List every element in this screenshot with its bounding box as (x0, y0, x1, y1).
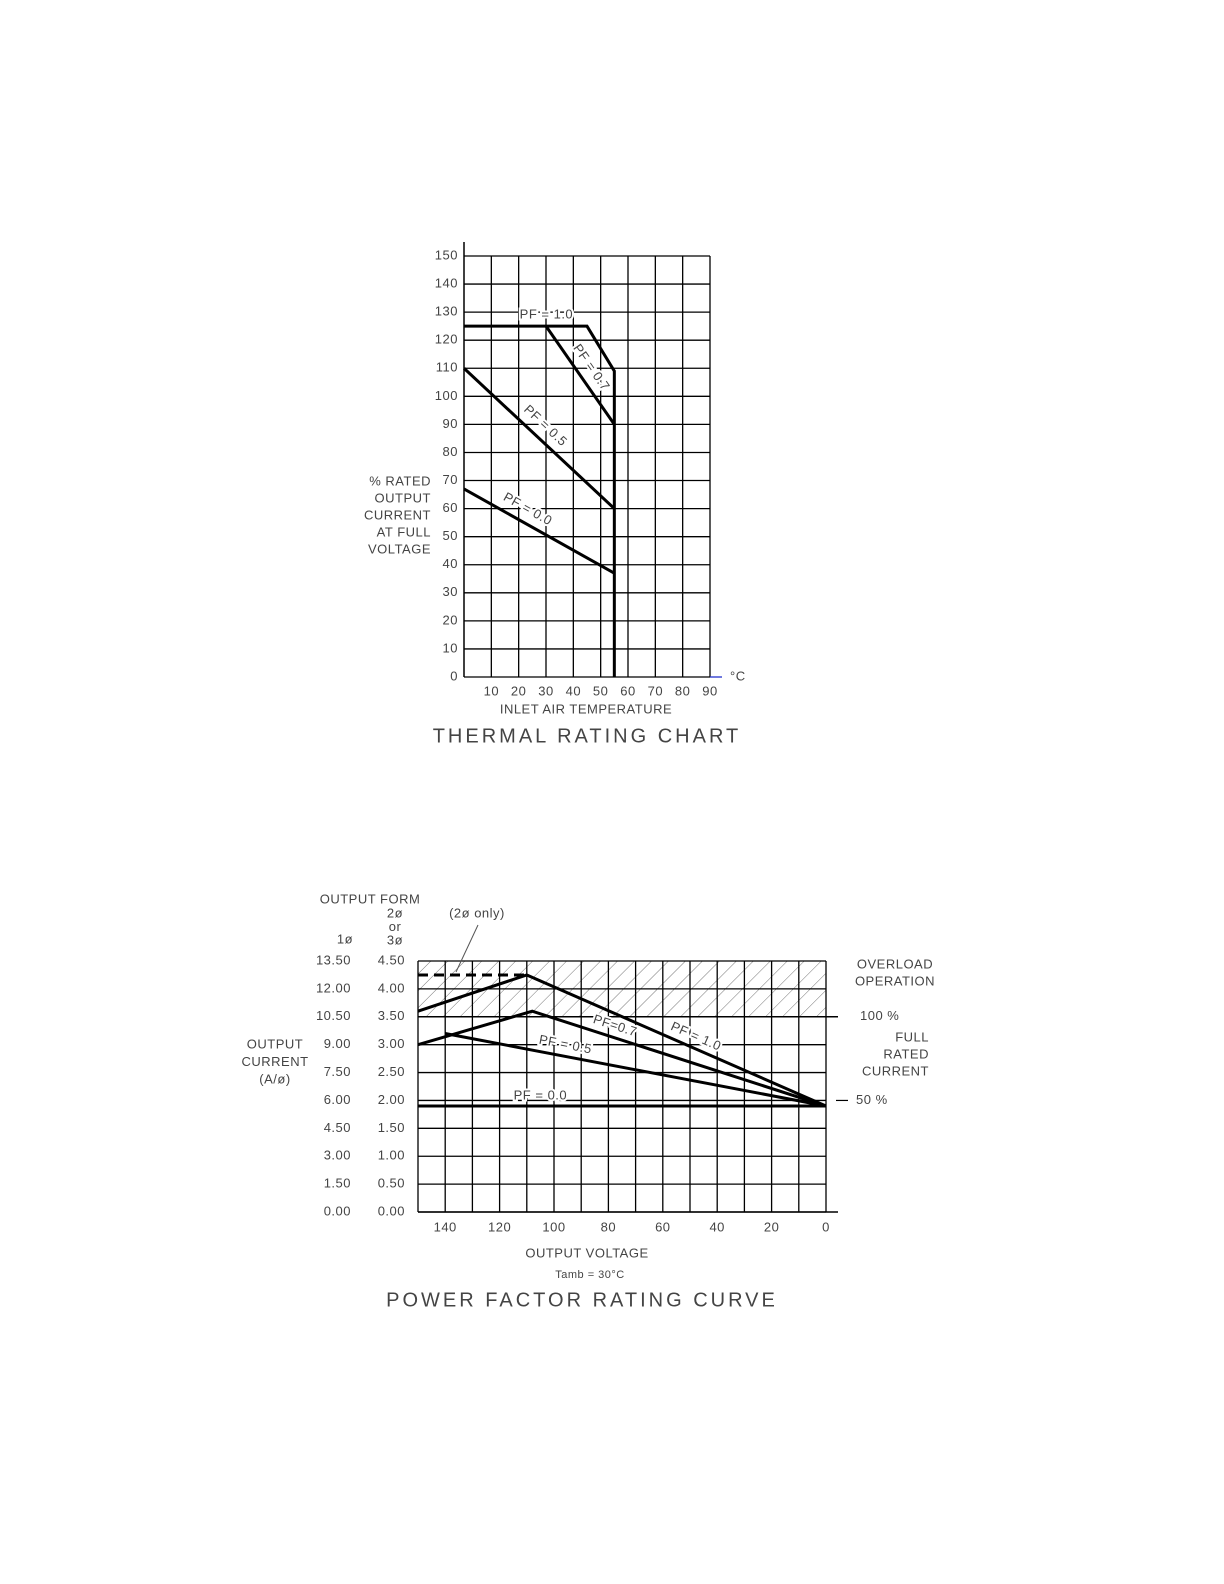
y-tick-label: 20 (443, 612, 458, 627)
y-axis-label: CURRENT (241, 1054, 308, 1069)
y-axis-label: % RATED (369, 473, 431, 488)
overload-label: OVERLOAD (857, 956, 933, 971)
x-tick-label: 80 (601, 1219, 616, 1234)
y2-tick-label: 12.00 (316, 980, 351, 995)
y-tick-label: 3.00 (378, 1036, 405, 1051)
x-tick-label: 80 (675, 683, 690, 698)
output-form-label: OUTPUT FORM (320, 891, 421, 906)
y-tick-label: 2.00 (378, 1092, 405, 1107)
series-line (464, 324, 616, 677)
series-label: PF = 1.0 (520, 307, 574, 322)
y-tick-label: 130 (435, 304, 458, 319)
y-tick-label: 0 (450, 668, 458, 683)
series-line (417, 1009, 827, 1108)
y-axis-label: (A/ø) (259, 1071, 290, 1086)
y-tick-label: 1.00 (378, 1148, 405, 1163)
y2-tick-label: 1.50 (324, 1176, 351, 1191)
y2-tick-label: 7.50 (324, 1064, 351, 1079)
y-axis-label: VOLTAGE (368, 541, 431, 556)
y-tick-label: 40 (443, 556, 458, 571)
y-tick-label: 0.00 (378, 1203, 405, 1218)
x-unit: °C (730, 668, 746, 683)
series-line (444, 1032, 827, 1108)
x-tick-label: 20 (511, 683, 526, 698)
full-rated-label: RATED (883, 1046, 929, 1061)
y2-tick-label: 10.50 (316, 1008, 351, 1023)
y-tick-label: 10 (443, 640, 458, 655)
y2-tick-label: 6.00 (324, 1092, 351, 1107)
x-tick-label: 10 (484, 683, 499, 698)
y2-tick-label: 3.00 (324, 1148, 351, 1163)
series-line (462, 367, 616, 510)
y-tick-label: 4.50 (378, 952, 405, 967)
y2-tick-label: 13.50 (316, 952, 351, 967)
y2-tick-label: 4.50 (324, 1120, 351, 1135)
leader-line (455, 924, 479, 973)
x-tick-label: 90 (702, 683, 717, 698)
x-axis-label: INLET AIR TEMPERATURE (500, 701, 672, 716)
y-axis-name: or (389, 919, 402, 934)
x-tick-label: 40 (709, 1219, 724, 1234)
y-axis-label: OUTPUT (247, 1036, 303, 1051)
x-tick-label: 30 (538, 683, 553, 698)
y-tick-label: 90 (443, 416, 458, 431)
full-rated-label: FULL (895, 1029, 929, 1044)
chart-title: THERMAL RATING CHART (433, 725, 742, 747)
y-tick-label: 150 (435, 247, 458, 262)
full-rated-label: CURRENT (862, 1063, 929, 1078)
series-line (417, 973, 827, 1108)
y-axis-label: CURRENT (364, 507, 431, 522)
y-axis-name: 3ø (387, 932, 403, 947)
y2-tick-label: 9.00 (324, 1036, 351, 1051)
y2-axis-name: 1ø (337, 931, 353, 946)
x-tick-label: 60 (620, 683, 635, 698)
y-axis-name: 2ø (387, 905, 403, 920)
y-tick-label: 140 (435, 276, 458, 291)
series-line (544, 325, 616, 426)
x-tick-label: 50 (593, 683, 608, 698)
x-tick-label: 70 (648, 683, 663, 698)
y-tick-label: 30 (443, 584, 458, 599)
x-tick-label: 40 (566, 683, 581, 698)
y-tick-label: 0.50 (378, 1176, 405, 1191)
x-tick-label: 60 (655, 1219, 670, 1234)
x-tick-label: 120 (488, 1219, 511, 1234)
chart-title: POWER FACTOR RATING CURVE (386, 1289, 778, 1311)
y-tick-label: 70 (443, 472, 458, 487)
x-axis-label: OUTPUT VOLTAGE (525, 1245, 648, 1260)
y-tick-label: 80 (443, 444, 458, 459)
y-tick-label: 50 (443, 528, 458, 543)
series-label: PF = 0.0 (514, 1087, 568, 1102)
y-tick-label: 2.50 (378, 1064, 405, 1079)
y-tick-label: 60 (443, 500, 458, 515)
y-tick-label: 100 (435, 388, 458, 403)
reference-label: 100 % (860, 1008, 899, 1023)
y-tick-label: 1.50 (378, 1120, 405, 1135)
y-axis-label: OUTPUT (375, 490, 431, 505)
x-tick-label: 20 (764, 1219, 779, 1234)
x-tick-label: 100 (542, 1219, 565, 1234)
series-label: (2ø only) (449, 905, 505, 920)
y-tick-label: 110 (436, 360, 458, 375)
x-tick-label: 140 (434, 1219, 457, 1234)
y-tick-label: 3.50 (378, 1008, 405, 1023)
overload-label: OPERATION (855, 973, 935, 988)
y-tick-label: 4.00 (378, 980, 405, 995)
x-tick-label: 0 (822, 1219, 830, 1234)
y-axis-label: AT FULL (377, 524, 431, 539)
y-tick-label: 120 (435, 332, 458, 347)
series-line (463, 487, 616, 575)
note: Tamb = 30°C (555, 1269, 625, 1281)
reference-label: 50 % (856, 1092, 888, 1107)
y2-tick-label: 0.00 (324, 1203, 351, 1218)
